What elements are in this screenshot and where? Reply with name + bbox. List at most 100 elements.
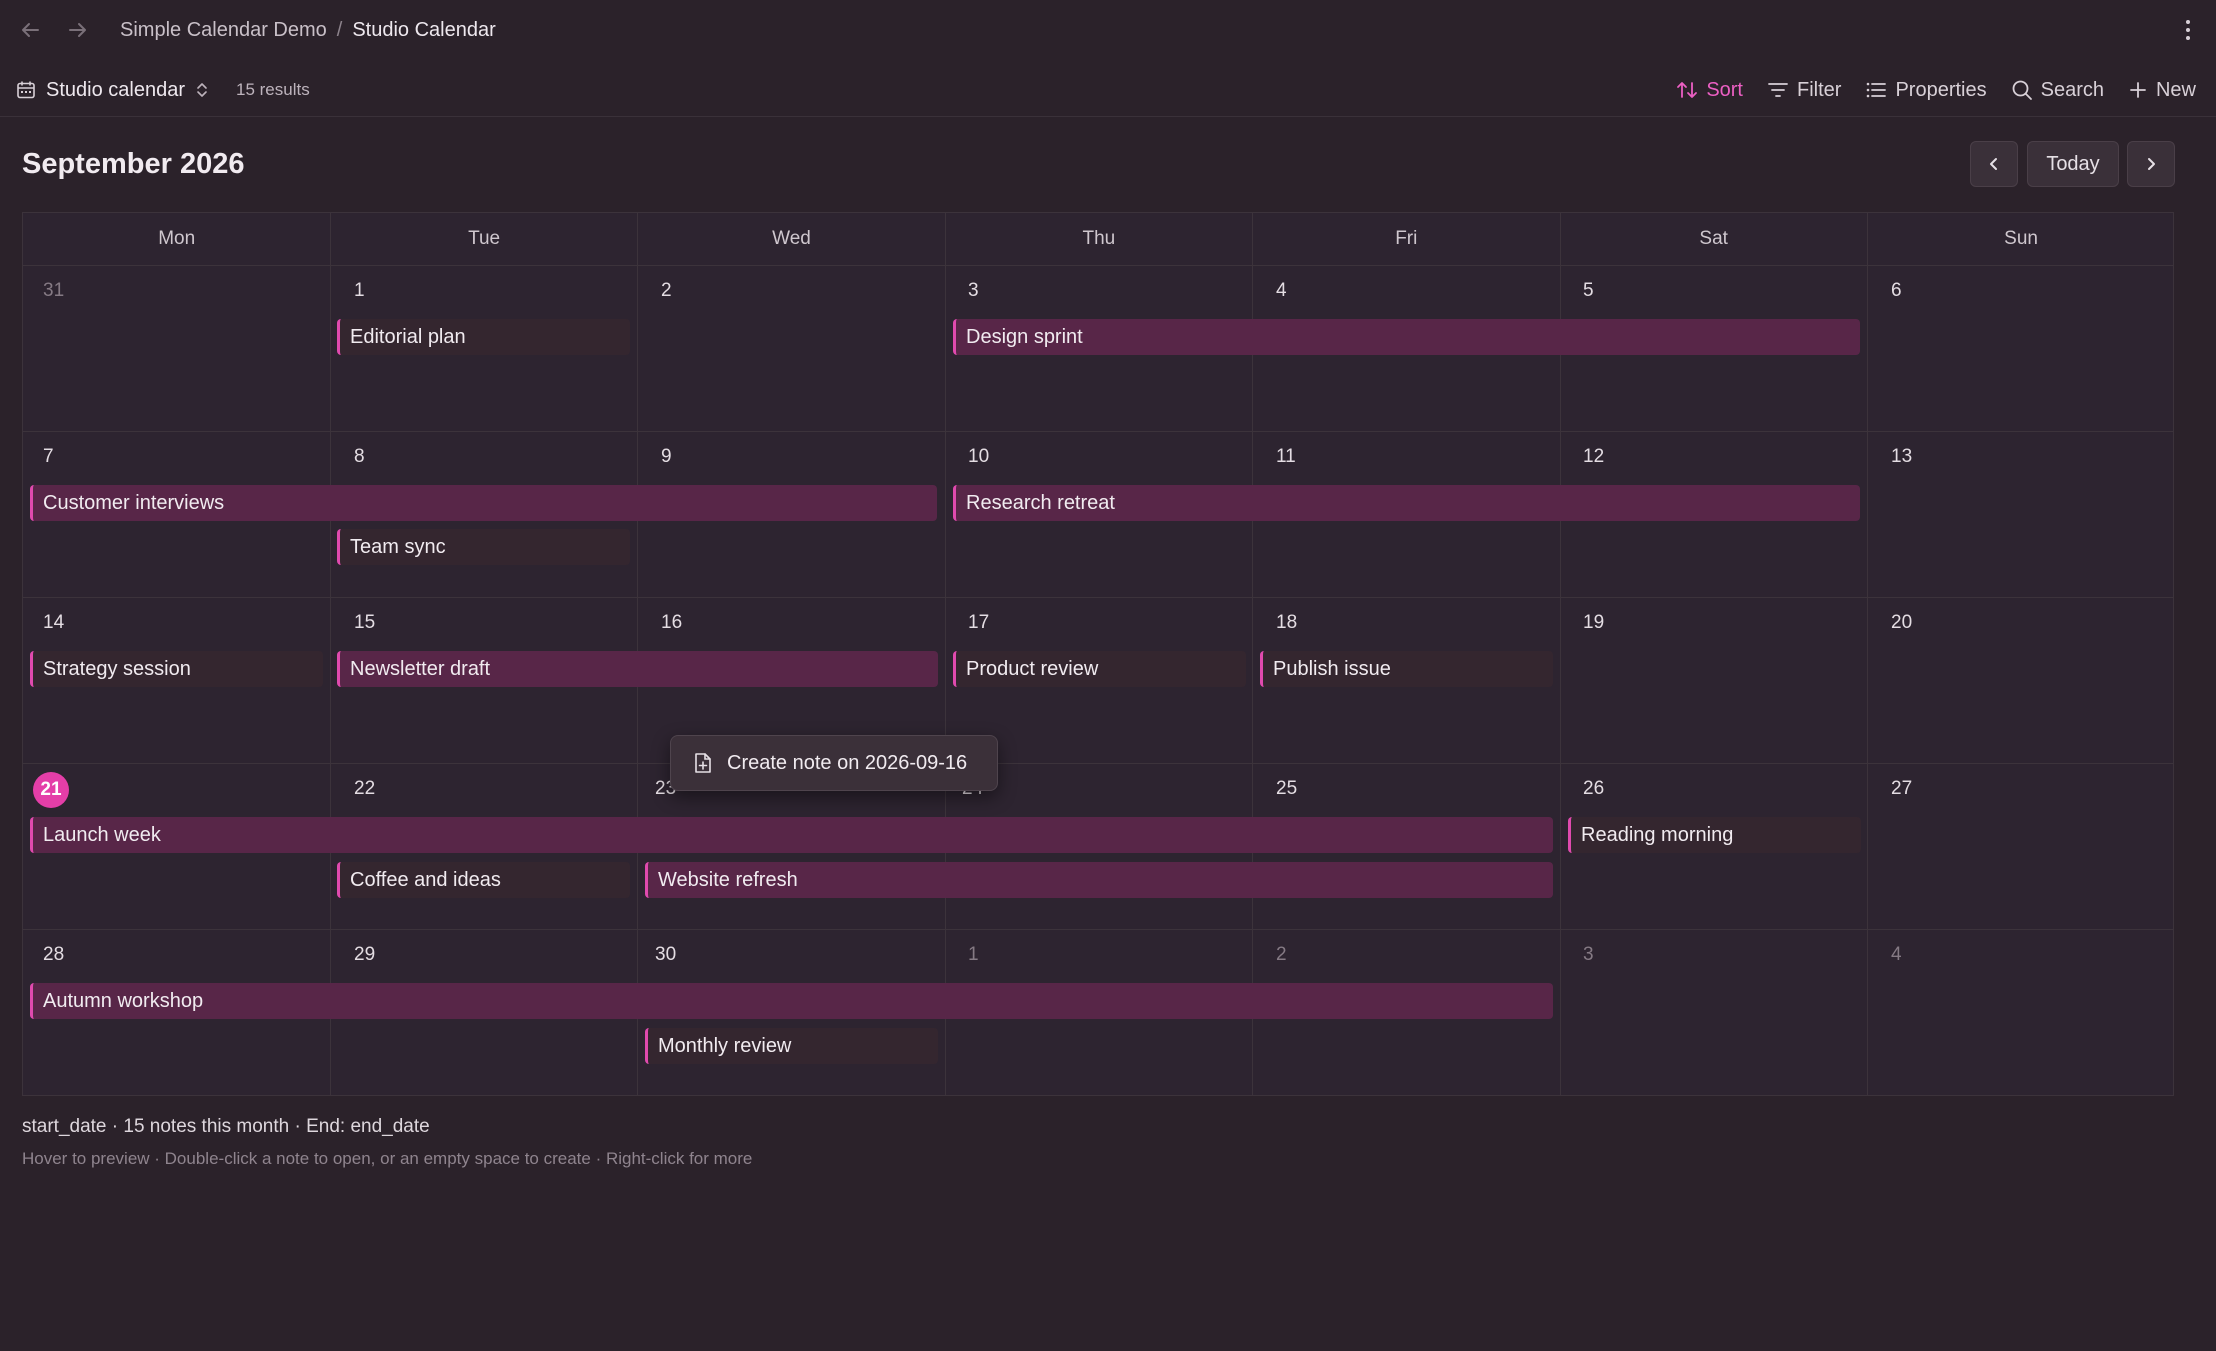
tooltip-label: Create note on 2026-09-16	[727, 751, 968, 774]
chevron-updown-icon	[197, 83, 207, 97]
day-number[interactable]: 17	[968, 612, 990, 633]
day-number[interactable]: 5	[1583, 280, 1594, 301]
day-number[interactable]: 2	[1276, 944, 1287, 965]
calendar-grid: Mon Tue Wed Thu Fri Sat Sun 31 1 2 3 4 5…	[22, 212, 2174, 1096]
day-number[interactable]: 9	[661, 446, 672, 467]
weekday-header: Tue	[468, 228, 501, 249]
view-selector[interactable]: Studio calendar	[16, 72, 209, 108]
today-date-badge[interactable]: 21	[33, 772, 69, 808]
day-number[interactable]: 18	[1276, 612, 1298, 633]
event-customer-interviews[interactable]: Customer interviews	[30, 485, 937, 521]
column-divider	[1560, 213, 1561, 1095]
day-number[interactable]: 1	[968, 944, 979, 965]
day-number[interactable]: 26	[1583, 778, 1605, 799]
back-button[interactable]	[14, 14, 46, 46]
event-reading-morning[interactable]: Reading morning	[1568, 817, 1861, 853]
event-monthly-review[interactable]: Monthly review	[645, 1028, 938, 1064]
weekday-header: Sun	[2004, 228, 2038, 249]
filter-icon	[1768, 83, 1788, 97]
day-number[interactable]: 8	[354, 446, 365, 467]
day-number[interactable]: 16	[661, 612, 683, 633]
filter-label: Filter	[1797, 78, 1842, 101]
column-divider	[1867, 213, 1868, 1095]
day-number[interactable]: 29	[354, 944, 376, 965]
more-options-button[interactable]	[2178, 14, 2198, 46]
next-month-button[interactable]	[2127, 141, 2175, 187]
sort-icon	[1677, 82, 1698, 98]
row-divider	[23, 265, 2173, 266]
row-divider	[23, 597, 2173, 598]
day-number[interactable]: 20	[1891, 612, 1913, 633]
filter-button[interactable]: Filter	[1767, 79, 1841, 102]
list-icon	[1867, 82, 1887, 98]
day-number[interactable]: 12	[1583, 446, 1605, 467]
event-product-review[interactable]: Product review	[953, 651, 1246, 687]
toolbar-actions: Sort Filter Properties Search New	[1676, 72, 2196, 108]
month-title: September 2026	[22, 148, 245, 180]
day-number[interactable]: 15	[354, 612, 376, 633]
event-team-sync[interactable]: Team sync	[337, 529, 630, 565]
forward-button[interactable]	[62, 14, 94, 46]
event-design-sprint[interactable]: Design sprint	[953, 319, 1860, 355]
plus-icon	[2130, 82, 2146, 98]
footer-summary: start_date · 15 notes this month · End: …	[22, 1116, 430, 1137]
breadcrumb: Simple Calendar Demo / Studio Calendar	[120, 16, 496, 44]
properties-label: Properties	[1895, 78, 1987, 101]
event-research-retreat[interactable]: Research retreat	[953, 485, 1860, 521]
arrow-right-icon	[69, 23, 86, 37]
column-divider	[1252, 213, 1253, 1095]
weekday-header: Thu	[1082, 228, 1116, 249]
day-number[interactable]: 3	[1583, 944, 1594, 965]
event-coffee-and-ideas[interactable]: Coffee and ideas	[337, 862, 630, 898]
create-note-tooltip[interactable]: Create note on 2026-09-16	[670, 735, 998, 791]
breadcrumb-current[interactable]: Studio Calendar	[352, 19, 496, 41]
previous-month-button[interactable]	[1970, 141, 2018, 187]
day-number[interactable]: 28	[43, 944, 65, 965]
day-number[interactable]: 27	[1891, 778, 1913, 799]
event-launch-week[interactable]: Launch week	[30, 817, 1553, 853]
event-website-refresh[interactable]: Website refresh	[645, 862, 1553, 898]
day-number[interactable]: 7	[43, 446, 54, 467]
day-number[interactable]: 13	[1891, 446, 1913, 467]
day-number[interactable]: 14	[43, 612, 65, 633]
chevron-right-icon	[2148, 158, 2155, 170]
more-dot	[2186, 28, 2190, 32]
day-number[interactable]: 4	[1891, 944, 1902, 965]
weekday-header: Wed	[772, 228, 811, 249]
row-divider	[23, 763, 2173, 764]
new-button[interactable]: New	[2128, 79, 2196, 102]
day-number[interactable]: 11	[1276, 446, 1296, 467]
day-number[interactable]: 3	[968, 280, 979, 301]
event-newsletter-draft[interactable]: Newsletter draft	[337, 651, 938, 687]
chevron-left-icon	[1990, 158, 1997, 170]
day-number[interactable]: 6	[1891, 280, 1902, 301]
event-publish-issue[interactable]: Publish issue	[1260, 651, 1553, 687]
weekday-header: Sat	[1699, 228, 1728, 249]
search-icon	[2012, 80, 2032, 100]
column-divider	[330, 213, 331, 1095]
day-number[interactable]: 19	[1583, 612, 1605, 633]
properties-button[interactable]: Properties	[1865, 78, 1987, 102]
new-label: New	[2155, 78, 2196, 101]
day-number[interactable]: 31	[43, 280, 65, 301]
day-number[interactable]: 25	[1276, 778, 1298, 799]
row-divider	[23, 431, 2173, 432]
event-editorial-plan[interactable]: Editorial plan	[337, 319, 630, 355]
sort-button[interactable]: Sort	[1676, 79, 1743, 102]
day-number[interactable]: 2	[661, 280, 672, 301]
weekday-header: Fri	[1395, 228, 1418, 249]
file-plus-icon	[695, 753, 711, 773]
today-button[interactable]: Today	[2027, 141, 2119, 187]
breadcrumb-parent[interactable]: Simple Calendar Demo	[120, 19, 327, 41]
day-number[interactable]: 30	[655, 944, 677, 965]
day-number[interactable]: 1	[354, 280, 365, 301]
view-name: Studio calendar	[46, 78, 185, 101]
day-number[interactable]: 22	[354, 778, 376, 799]
day-number[interactable]: 10	[968, 446, 990, 467]
top-bar: Simple Calendar Demo / Studio Calendar	[0, 0, 2216, 60]
event-strategy-session[interactable]: Strategy session	[30, 651, 323, 687]
event-autumn-workshop[interactable]: Autumn workshop	[30, 983, 1553, 1019]
view-toolbar: Studio calendar 15 results Sort Filter P…	[0, 64, 2216, 117]
day-number[interactable]: 4	[1276, 280, 1287, 301]
search-button[interactable]: Search	[2011, 79, 2104, 102]
